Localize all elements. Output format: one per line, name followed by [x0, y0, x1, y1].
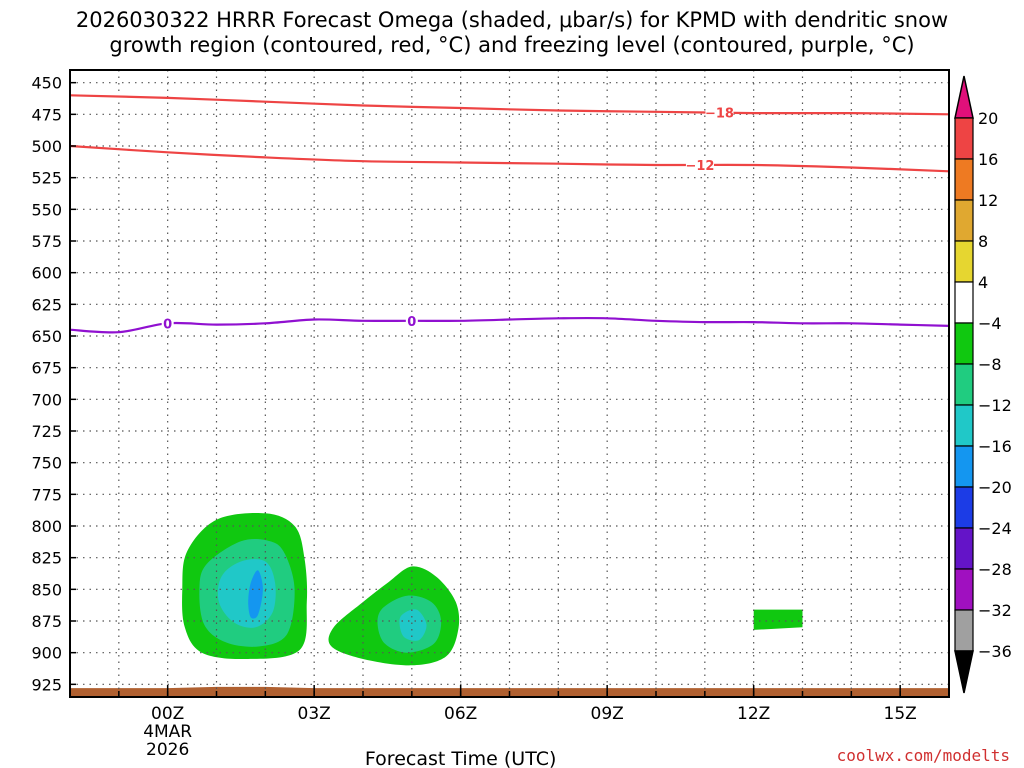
xtick-label-12Z: 12Z	[737, 704, 770, 724]
ytick-label-675: 675	[31, 359, 62, 378]
contour-label-0-1: 0	[407, 315, 416, 330]
colorbar-bin-11	[954, 527, 974, 570]
colorbar-tick-1: 16	[978, 150, 998, 169]
colorbar-bin-0	[954, 75, 974, 119]
colorbar-tick-3: 8	[978, 232, 988, 251]
colorbar-tick-8: −16	[978, 437, 1012, 456]
colorbar-tick-4: 4	[978, 273, 988, 292]
colorbar-tick-10: −24	[978, 519, 1012, 538]
colorbar-bin-10	[954, 486, 974, 529]
contour-label-bg-0-1	[405, 313, 418, 328]
title-line-2: growth region (contoured, red, °C) and f…	[109, 33, 915, 57]
colorbar-tick-13: −36	[978, 642, 1012, 661]
ytick-label-750: 750	[31, 454, 62, 473]
colorbar-bin-4	[954, 240, 974, 283]
contour-label-bg-0-0	[161, 316, 174, 331]
ytick-label-550: 550	[31, 200, 62, 219]
ytick-label-650: 650	[31, 327, 62, 346]
contour-lines: −18 −12 0 0	[69, 94, 950, 334]
omega-region-b-16	[399, 609, 427, 641]
ytick-label-825: 825	[31, 549, 62, 568]
colorbar-tick-11: −28	[978, 560, 1012, 579]
colorbar-bin-13	[954, 609, 974, 652]
credit-text: coolwx.com/modelts	[836, 746, 1010, 765]
colorbar-tick-9: −20	[978, 478, 1012, 497]
colorbar-tick-5: −4	[978, 314, 1002, 333]
contour-line-0	[69, 316, 950, 334]
omega-region-a-20	[248, 570, 263, 619]
colorbar-bin-1	[954, 117, 974, 160]
colorbar-bin-7	[954, 363, 974, 406]
ytick-label-500: 500	[31, 137, 62, 156]
colorbar-bin-6	[954, 322, 974, 365]
colorbar-tick-2: 12	[978, 191, 998, 210]
ytick-label-875: 875	[31, 612, 62, 631]
ytick-label-475: 475	[31, 105, 62, 124]
xtick-label-00Z: 00Z	[151, 704, 184, 724]
ytick-label-800: 800	[31, 517, 62, 536]
ytick-label-575: 575	[31, 232, 62, 251]
omega-region-a-16	[217, 559, 276, 628]
colorbar-bin-14	[954, 650, 974, 694]
xtick-label-09Z: 09Z	[591, 704, 624, 724]
contour-label--12-0: −12	[685, 159, 714, 174]
ytick-label-725: 725	[31, 422, 62, 441]
omega-shading	[182, 512, 803, 666]
xtick-label-03Z: 03Z	[298, 704, 331, 724]
colorbar-tick-6: −8	[978, 355, 1002, 374]
colorbar: 20 16 12 8 4 −4 −8 −12 −16 −20 −24 −28 −32 −36	[954, 75, 1012, 694]
colorbar-bin-12	[954, 568, 974, 611]
contour-label-0-0: 0	[163, 317, 172, 332]
ytick-label-925: 925	[31, 675, 62, 694]
omega-region-c-8	[753, 609, 803, 630]
contour-line--18	[69, 94, 950, 116]
xtick-label-15Z: 15Z	[884, 704, 917, 724]
ytick-label-625: 625	[31, 295, 62, 314]
title-line-1: 2026030322 HRRR Forecast Omega (shaded, …	[75, 8, 949, 32]
colorbar-tick-7: −12	[978, 396, 1012, 415]
chart-title: 2026030322 HRRR Forecast Omega (shaded, …	[0, 8, 1024, 58]
x-axis-ticks: 00Z 03Z 06Z 09Z 12Z 15Z	[118, 685, 950, 724]
ytick-label-600: 600	[31, 264, 62, 283]
colorbar-tick-12: −32	[978, 601, 1012, 620]
contour-line--12	[69, 144, 950, 173]
colorbar-bin-8	[954, 404, 974, 447]
contour-label--18-0: −18	[705, 107, 734, 122]
y-axis-ticks: 450 475 500 525 550 575 600 625 650 675 700 725 750 7…	[31, 74, 76, 694]
xtick-label-06Z: 06Z	[444, 704, 477, 724]
ytick-label-775: 775	[31, 485, 62, 504]
contour-label-bg--18-0	[705, 105, 734, 120]
x-date-month: 4MAR	[143, 722, 192, 742]
ytick-label-525: 525	[31, 169, 62, 188]
x-date-year: 2026	[146, 740, 189, 760]
ytick-label-900: 900	[31, 644, 62, 663]
colorbar-bin-5	[954, 281, 974, 324]
colorbar-tick-0: 20	[978, 109, 998, 128]
x-axis-label: Forecast Time (UTC)	[365, 748, 556, 768]
ytick-label-700: 700	[31, 390, 62, 409]
contour-label-bg--12-0	[685, 158, 714, 172]
colorbar-bin-2	[954, 158, 974, 201]
ytick-label-850: 850	[31, 580, 62, 599]
colorbar-bin-3	[954, 199, 974, 242]
colorbar-bin-9	[954, 445, 974, 488]
ytick-label-450: 450	[31, 74, 62, 93]
